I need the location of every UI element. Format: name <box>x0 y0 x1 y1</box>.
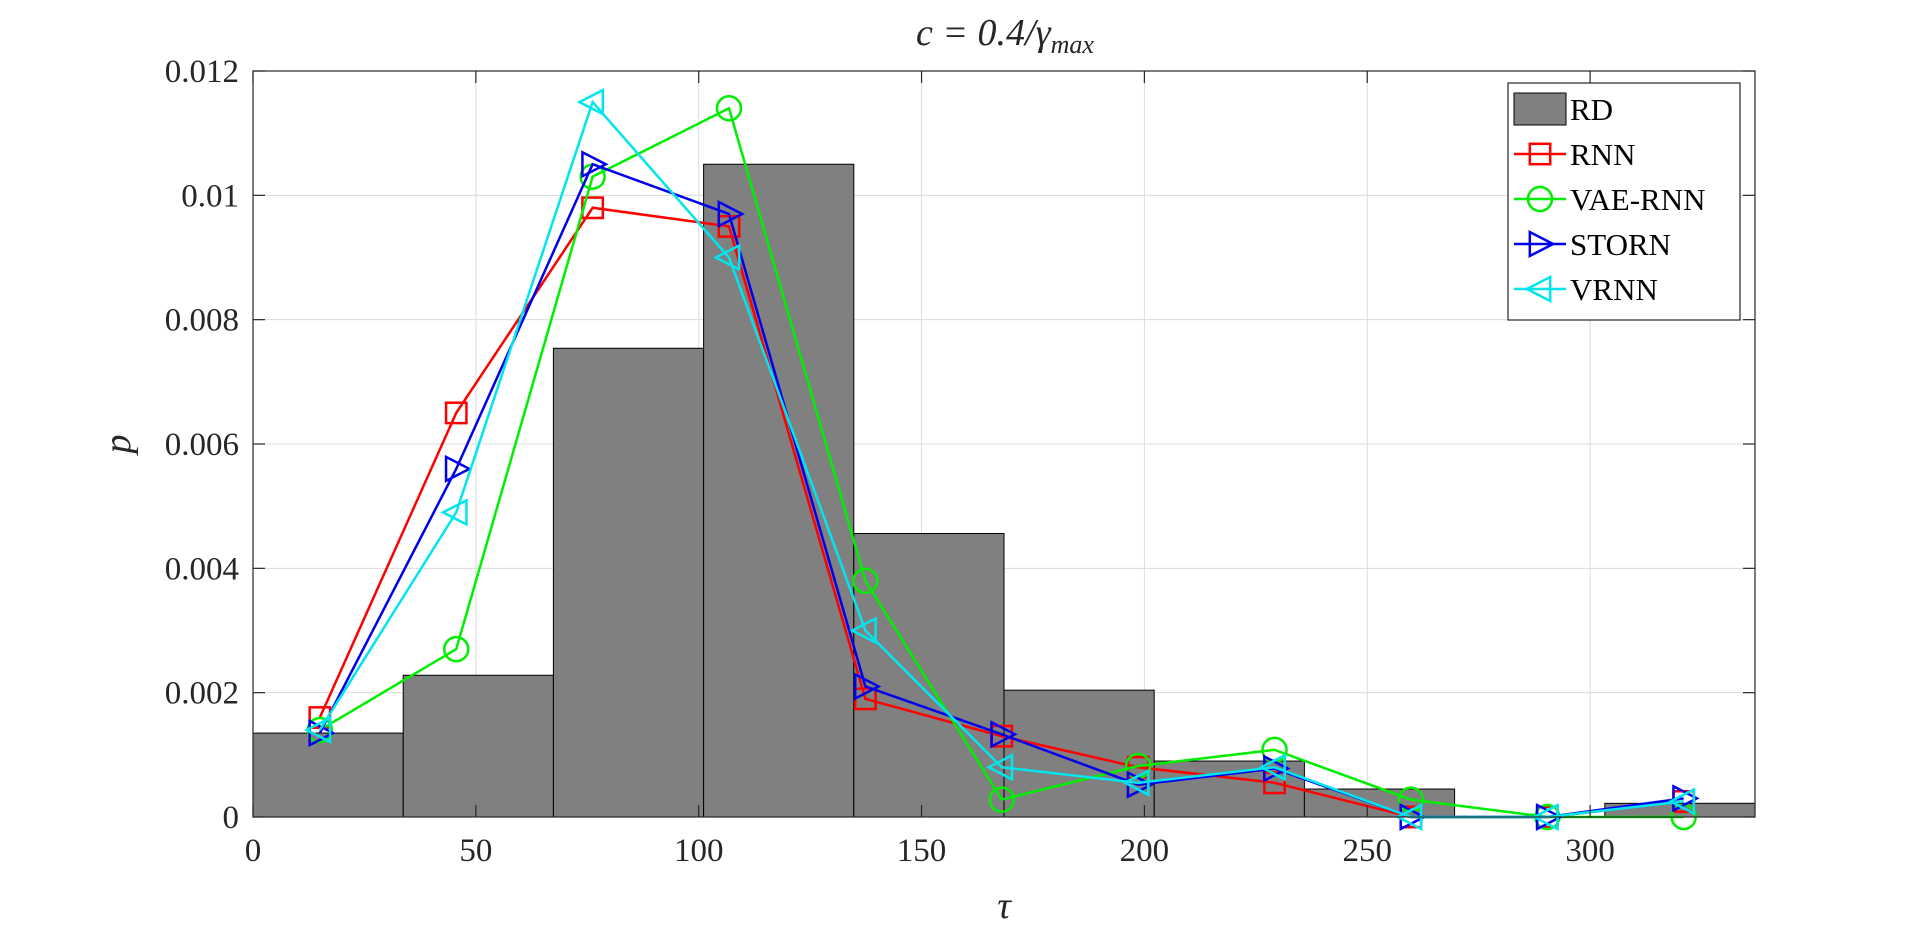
histogram-bar <box>402 674 554 818</box>
histogram-bar <box>252 732 404 818</box>
data-point <box>1667 787 1696 816</box>
legend-label: RNN <box>1570 137 1635 172</box>
data-point <box>852 567 879 595</box>
histogram-bar <box>853 533 1005 818</box>
y-tick-label: 0.004 <box>165 551 239 587</box>
data-point <box>1526 185 1554 213</box>
data-point <box>1528 142 1552 166</box>
legend: RD RNN VAE-RNN STORN VRNN <box>1507 82 1741 321</box>
axis-ticks: 0 50 100 150 200 250 300 0 0.002 0.004 0.006 0.008 0… <box>165 54 1755 869</box>
data-point <box>440 498 468 527</box>
data-point <box>581 150 609 179</box>
legend-label: VRNN <box>1570 272 1658 307</box>
data-point <box>576 88 605 117</box>
data-point <box>1263 771 1286 795</box>
chart-title: c = 0.4/γmax <box>916 12 1094 59</box>
data-point <box>988 786 1016 813</box>
data-point <box>1528 229 1556 259</box>
data-point <box>853 672 882 701</box>
y-tick-label: 0.002 <box>165 676 239 712</box>
y-tick-label: 0 <box>223 800 240 836</box>
y-tick-label: 0.006 <box>165 427 239 463</box>
data-point <box>1258 753 1286 782</box>
data-point <box>1524 274 1552 304</box>
x-axis-label: τ <box>997 885 1012 926</box>
legend-label: RD <box>1570 92 1613 127</box>
x-tick-label: 300 <box>1565 833 1615 869</box>
histogram-bar <box>552 347 705 818</box>
legend-swatch <box>1513 92 1567 126</box>
histogram-bar <box>703 163 855 818</box>
data-point <box>444 401 468 425</box>
legend-label: VAE-RNN <box>1570 182 1706 217</box>
x-tick-label: 200 <box>1120 833 1170 869</box>
data-point <box>1122 768 1150 797</box>
data-point <box>849 616 877 645</box>
data-point <box>985 753 1014 782</box>
y-tick-label: 0.01 <box>181 178 239 214</box>
y-tick-label: 0.008 <box>165 303 239 339</box>
data-point <box>717 199 745 229</box>
legend-item-vrnn: VRNN <box>1514 272 1658 307</box>
y-tick-label: 0.012 <box>165 54 239 90</box>
x-tick-label: 50 <box>459 833 492 869</box>
data-point <box>442 635 470 663</box>
legend-item-storn: STORN <box>1514 227 1671 262</box>
x-tick-label: 250 <box>1342 833 1392 869</box>
data-point <box>990 720 1018 749</box>
data-point <box>1672 784 1700 813</box>
legend-label: STORN <box>1570 227 1671 262</box>
x-tick-label: 100 <box>674 833 724 869</box>
data-point <box>444 454 473 483</box>
legend-item-rnn: RNN <box>1514 137 1635 172</box>
data-point <box>713 243 741 272</box>
histogram-bars <box>252 163 1756 818</box>
legend-item-rd: RD <box>1513 92 1613 127</box>
data-point <box>715 95 743 122</box>
x-tick-label: 0 <box>245 833 262 869</box>
data-point <box>303 715 332 745</box>
series-line <box>319 106 1684 819</box>
x-tick-label: 150 <box>897 833 947 869</box>
legend-item-vae-rnn: VAE-RNN <box>1514 182 1706 217</box>
y-axis-label: p <box>97 435 139 457</box>
